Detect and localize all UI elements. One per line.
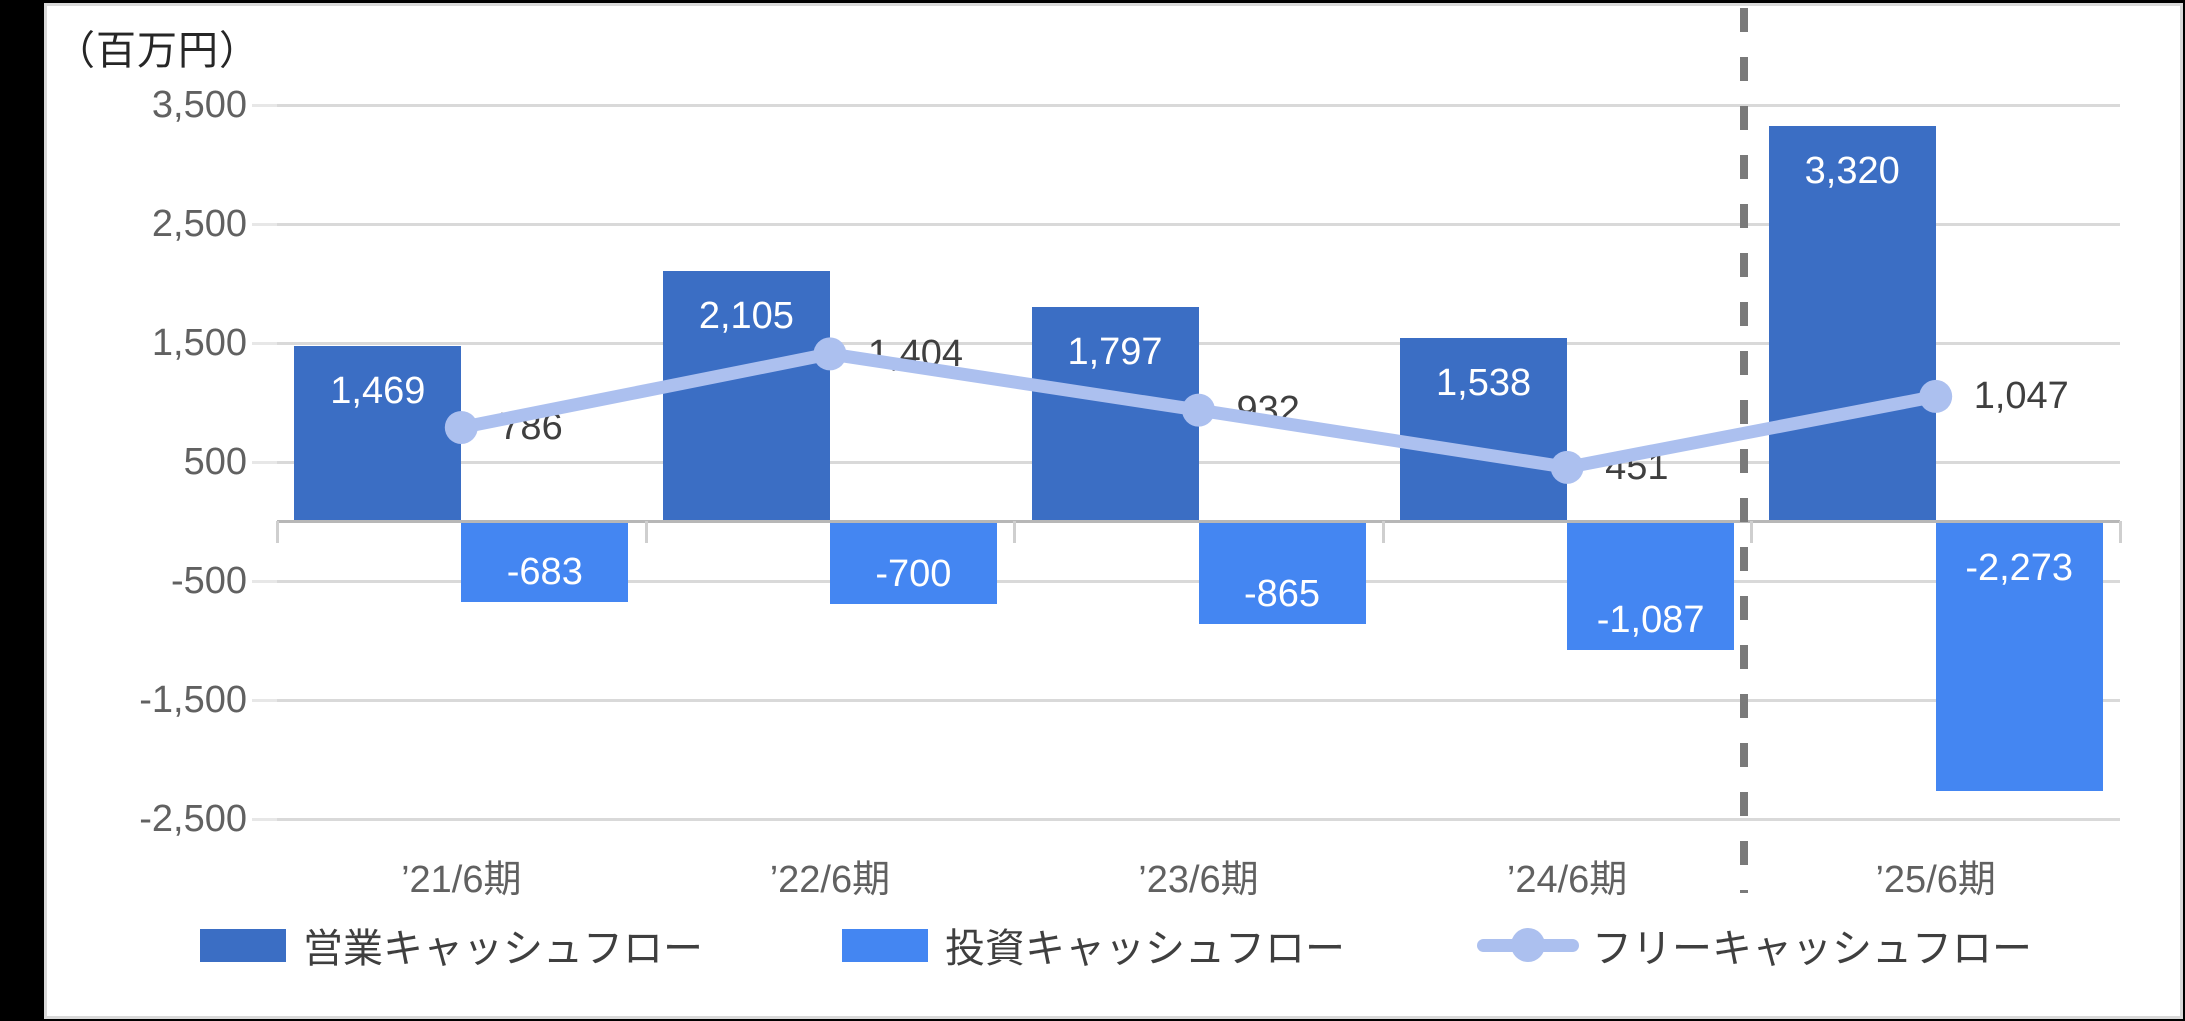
- gridline-2500: [277, 222, 2120, 226]
- x-axis-label-’25/6期: ’25/6期: [1875, 859, 1996, 901]
- line-label-free-cash-flow: 786: [499, 406, 563, 449]
- bar-label-operating: 1,538: [1436, 361, 1532, 404]
- bar-investing-’23/6期: [1198, 521, 1366, 624]
- legend-swatch-operating-icon: [200, 928, 286, 962]
- line-label-free-cash-flow: 1,047: [1973, 375, 2069, 418]
- y-axis-unit-label: （百万円）: [55, 29, 260, 73]
- legend-label-free-cash-flow: フリーキャッシュフロー: [1592, 927, 2032, 971]
- x-axis-label-’21/6期: ’21/6期: [401, 859, 522, 901]
- x-axis-boundary-tick: [276, 521, 279, 543]
- bar-label-operating: 2,105: [698, 294, 794, 337]
- bar-label-investing: -865: [1243, 572, 1321, 615]
- x-axis-zero-line: [277, 520, 2120, 523]
- legend-line-dot-icon: [1511, 928, 1545, 962]
- bar-investing-’21/6期: [461, 521, 629, 603]
- y-axis-tick-mark: [252, 341, 277, 345]
- x-axis-boundary-tick: [1381, 521, 1385, 543]
- y-axis-tick-label: -2,500: [139, 797, 247, 840]
- y-axis-tick-label: 1,500: [151, 321, 247, 364]
- y-axis-tick-label: 2,500: [151, 202, 247, 245]
- x-axis-label-’24/6期: ’24/6期: [1506, 859, 1628, 901]
- legend-swatch-investing-icon: [842, 928, 928, 962]
- line-label-free-cash-flow: 451: [1605, 446, 1669, 489]
- bar-investing-’22/6期: [829, 521, 997, 605]
- gridline-1500: [277, 341, 2120, 345]
- x-axis-boundary-tick: [1013, 521, 1017, 543]
- bar-investing-’25/6期: [1935, 521, 2103, 792]
- bar-label-investing: -683: [506, 551, 583, 594]
- bar-operating-’21/6期: [294, 346, 462, 521]
- legend-item-operating: 営業キャッシュフロー: [200, 921, 703, 971]
- y-axis-tick-mark: [252, 698, 277, 702]
- bar-label-investing: -700: [875, 553, 952, 596]
- x-axis-label-’23/6期: ’23/6期: [1138, 859, 1259, 901]
- y-axis-tick-mark: [252, 817, 277, 821]
- y-axis-tick-label: 3,500: [151, 83, 247, 126]
- gridline--1500: [277, 698, 2120, 702]
- x-axis-boundary-tick: [2119, 521, 2122, 543]
- y-axis-tick-mark: [252, 579, 277, 583]
- bar-label-operating: 3,320: [1804, 149, 1900, 192]
- y-axis-tick-label: 500: [183, 440, 247, 483]
- line-label-free-cash-flow: 932: [1236, 389, 1300, 432]
- gridline-3500: [277, 103, 2120, 107]
- legend-label-operating: 営業キャッシュフロー: [303, 927, 703, 971]
- bar-investing-’24/6期: [1567, 521, 1735, 651]
- x-axis-label-’22/6期: ’22/6期: [769, 859, 891, 901]
- bar-label-operating: 1,469: [330, 370, 426, 413]
- y-axis-tick-mark: [252, 103, 277, 107]
- y-axis-tick-label: -1,500: [139, 678, 247, 721]
- x-axis-boundary-tick: [1750, 521, 1754, 543]
- x-axis-boundary-tick: [644, 521, 648, 543]
- bar-label-investing: -2,273: [1965, 547, 2074, 589]
- line-label-free-cash-flow: 1,404: [867, 332, 963, 375]
- legend-line-marker-icon: [1477, 928, 1579, 962]
- gridline--2500: [277, 817, 2120, 821]
- legend-item-investing: 投資キャッシュフロー: [842, 921, 1345, 971]
- y-axis-tick-mark: [252, 460, 277, 464]
- y-axis-tick-label: -500: [170, 559, 247, 602]
- bar-label-operating: 1,797: [1067, 331, 1163, 374]
- legend-label-investing: 投資キャッシュフロー: [945, 927, 1345, 971]
- legend-item-free-cash-flow: フリーキャッシュフロー: [1477, 921, 2032, 971]
- y-axis-tick-mark: [252, 222, 277, 226]
- bar-label-investing: -1,087: [1596, 599, 1705, 642]
